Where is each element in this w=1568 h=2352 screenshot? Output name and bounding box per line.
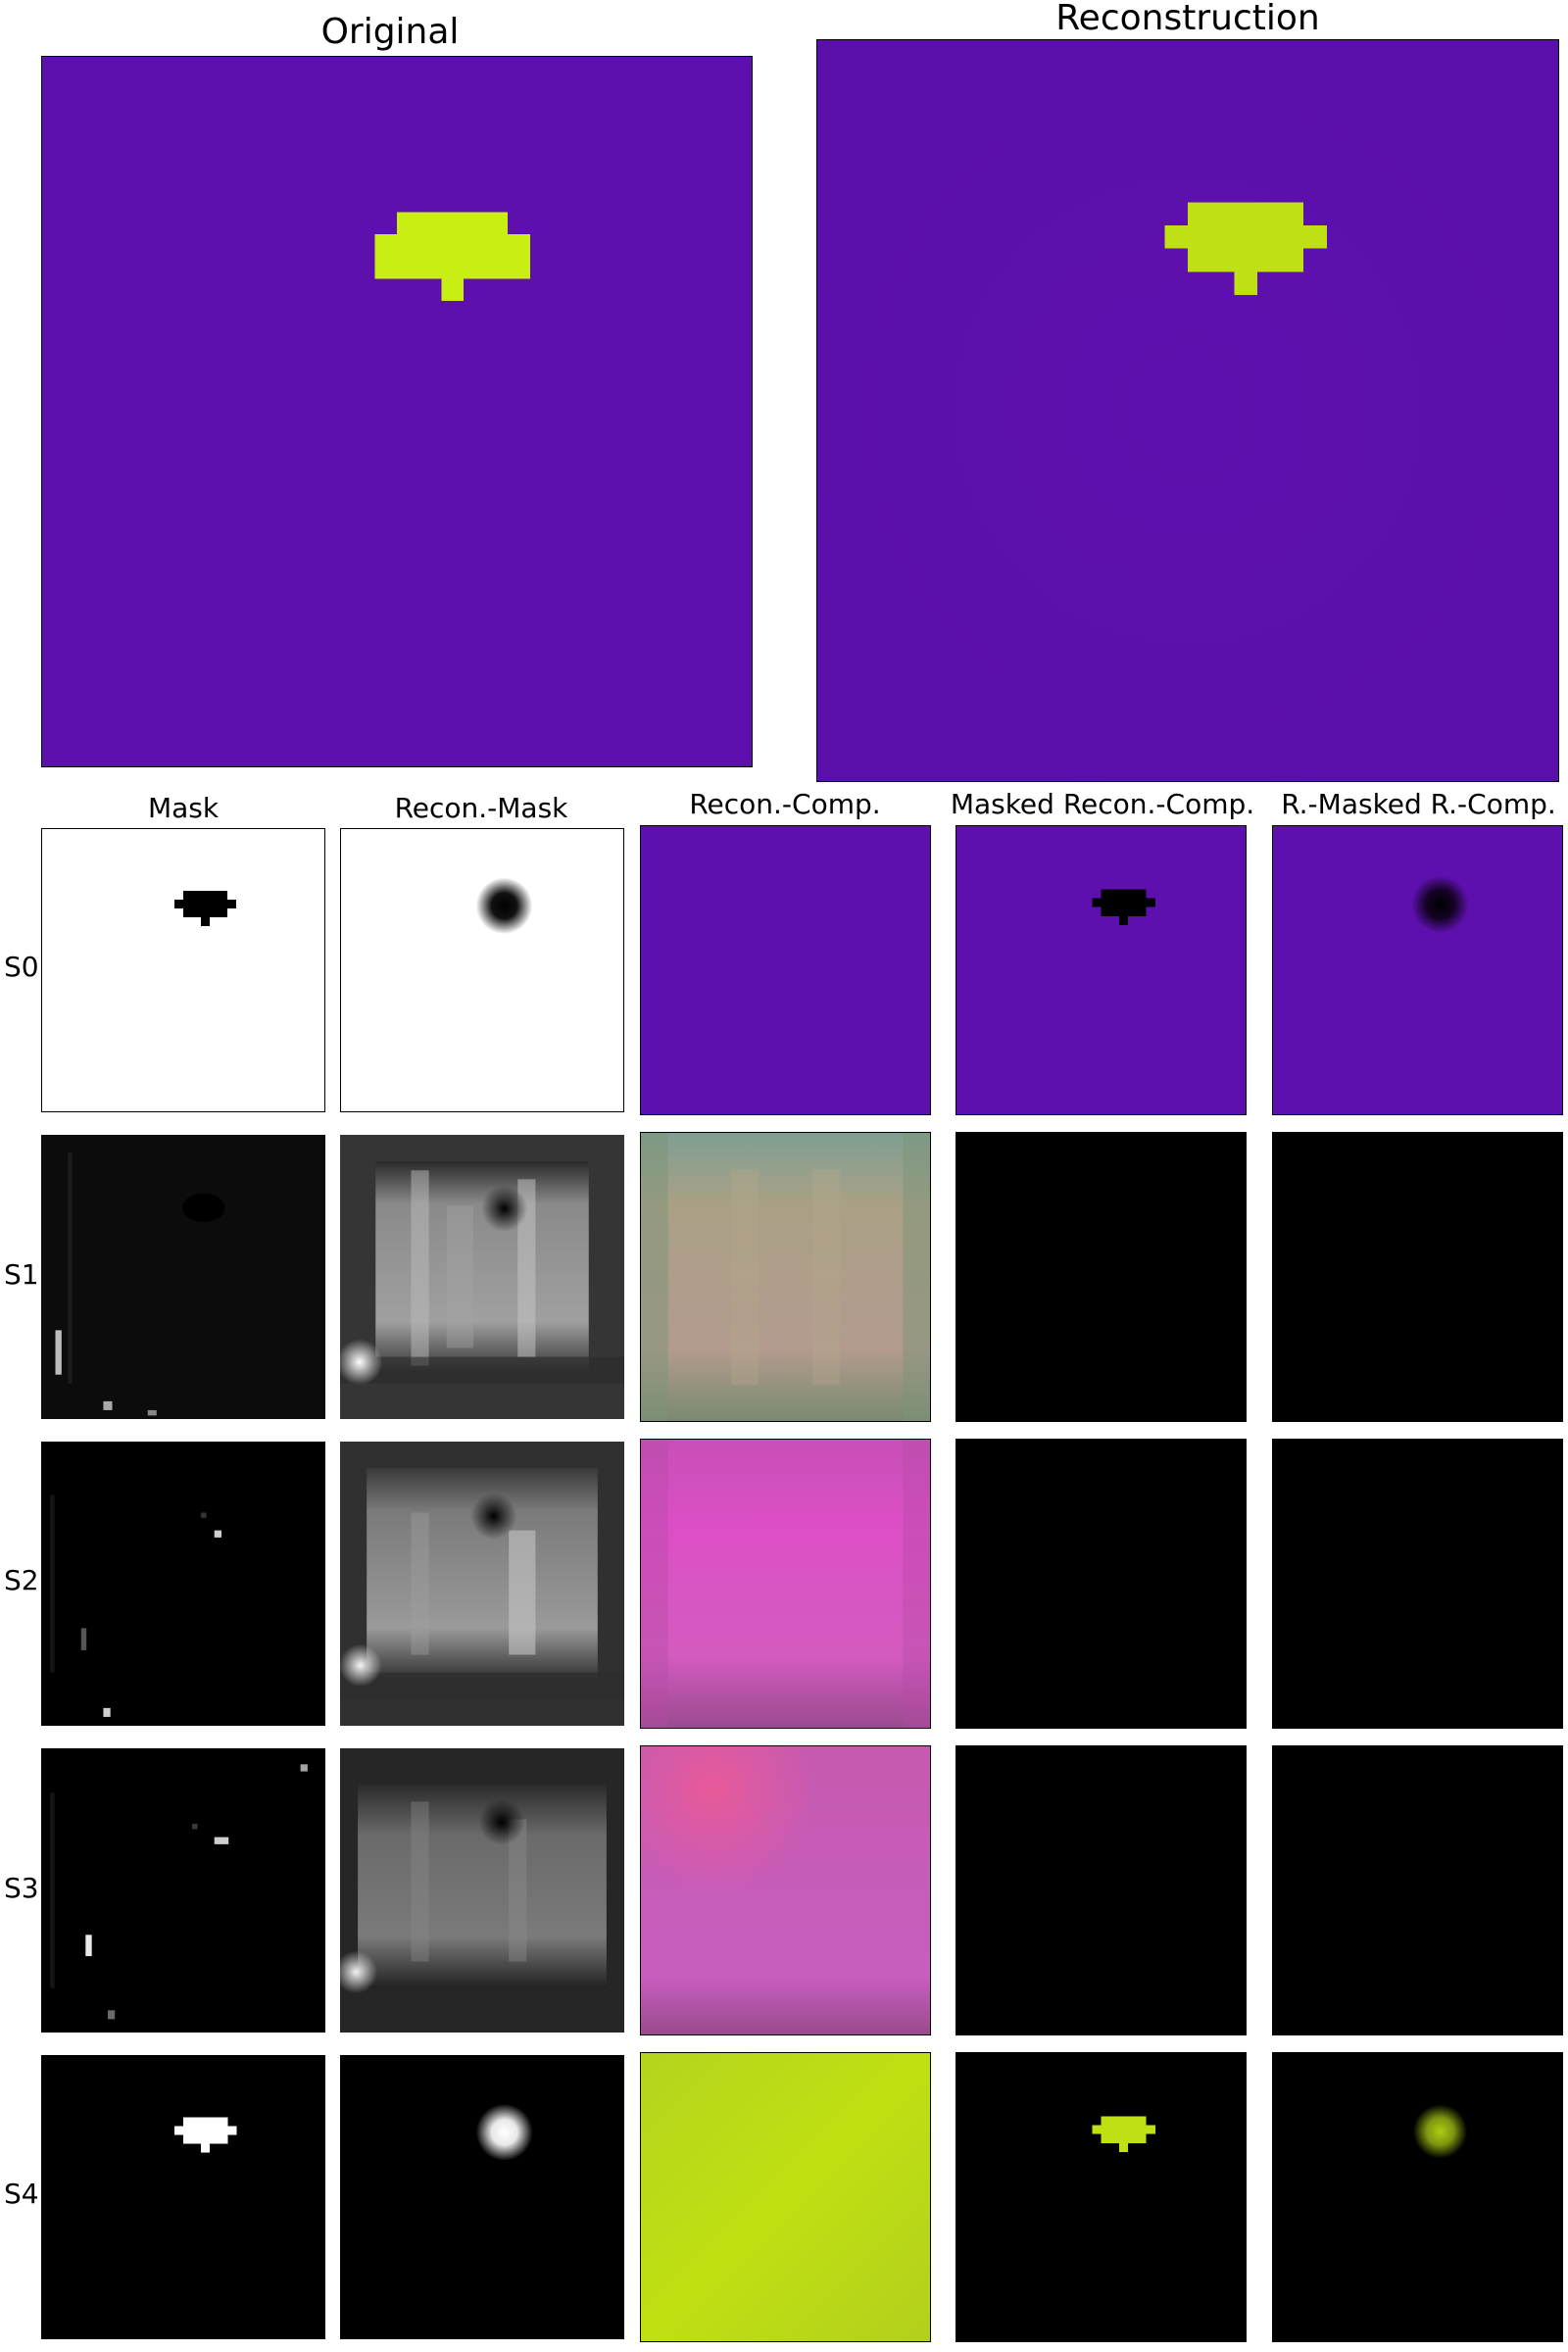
column-title-recon-comp: Recon.-Comp.: [689, 788, 881, 820]
s2-masked-recon-comp: [956, 1439, 1247, 1729]
column-title-recon-mask: Recon.-Mask: [394, 792, 568, 824]
reconstruction-image: [816, 39, 1559, 782]
row-label-s1: S1: [4, 1258, 39, 1291]
s1-masked-recon-comp: [956, 1132, 1247, 1422]
column-title-mask: Mask: [147, 792, 220, 824]
s4-mask: [41, 2055, 325, 2339]
s0-recon-mask: [340, 828, 624, 1112]
s1-r-masked-r-comp: [1272, 1132, 1563, 1422]
s4-masked-recon-comp: [956, 2052, 1247, 2342]
row-label-s3: S3: [4, 1872, 39, 1904]
s0-mask: [41, 828, 325, 1112]
s2-recon-comp: [640, 1439, 931, 1729]
s3-recon-mask: [340, 1748, 624, 2033]
row-label-s2: S2: [4, 1564, 39, 1596]
s4-recon-mask: [340, 2055, 624, 2339]
row-label-s0: S0: [4, 951, 39, 983]
s3-masked-recon-comp: [956, 1745, 1247, 2035]
s2-r-masked-r-comp: [1272, 1439, 1563, 1729]
s0-recon-comp: [640, 825, 931, 1115]
s0-masked-recon-comp: [956, 825, 1247, 1115]
reconstruction-object: [1164, 202, 1327, 295]
row-label-s4: S4: [4, 2178, 39, 2210]
s3-mask: [41, 1748, 325, 2033]
s1-mask: [41, 1135, 325, 1419]
original-object: [374, 212, 530, 301]
s1-recon-comp: [640, 1132, 931, 1422]
s2-recon-mask: [340, 1442, 624, 1726]
s3-r-masked-r-comp: [1272, 1745, 1563, 2035]
s1-recon-mask: [340, 1135, 624, 1419]
column-title-r-masked-r-comp: R.-Masked R.-Comp.: [1281, 788, 1556, 820]
s4-recon-comp: [640, 2052, 931, 2342]
s2-mask: [41, 1442, 325, 1726]
original-image: [41, 56, 753, 767]
s4-r-masked-r-comp: [1272, 2052, 1563, 2342]
reconstruction-title: Reconstruction: [1055, 0, 1320, 38]
s0-r-masked-r-comp: [1272, 825, 1563, 1115]
original-title: Original: [320, 12, 460, 52]
s3-recon-comp: [640, 1745, 931, 2035]
column-title-masked-recon-comp: Masked Recon.-Comp.: [950, 788, 1255, 820]
